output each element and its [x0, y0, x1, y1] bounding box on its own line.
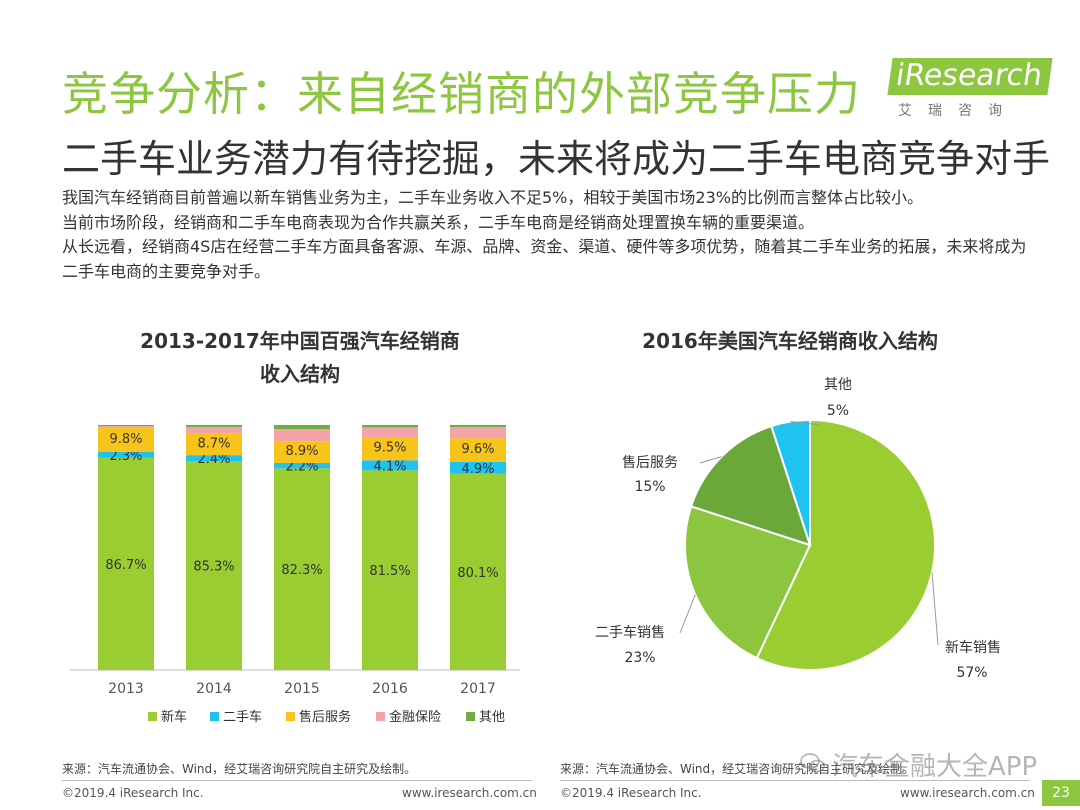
legend-label-2: 售后服务: [299, 709, 351, 725]
legend-label-3: 金融保险: [389, 709, 441, 725]
body-paragraph-1: 我国汽车经销商目前普遍以新车销售业务为主，二手车业务收入不足5%，相较于美国市场…: [62, 188, 923, 207]
footer-copyright-right: ©2019.4 iResearch Inc.: [560, 786, 702, 800]
pie-leader-0: [931, 572, 939, 646]
pie-slice-1: [684, 505, 812, 660]
bar-segment-2013-3: [98, 426, 154, 428]
pie-label-value-2: 15%: [634, 479, 665, 495]
pie-leader-1: [679, 594, 696, 634]
iresearch-logo: iResearch 艾瑞咨询: [887, 58, 1053, 122]
legend-swatch-1: [210, 712, 219, 721]
bar-segment-2016-4: [362, 425, 418, 428]
logo-brand-text: iResearch: [887, 58, 1053, 95]
bar-segment-2015-3: [274, 429, 330, 442]
pie-chart-title: 2016年美国汽车经销商收入结构: [642, 329, 938, 353]
x-tick-label-2017: 2017: [460, 681, 496, 697]
bar-data-label-2016-0: 81.5%: [369, 564, 410, 579]
source-right: 来源：汽车流通协会、Wind，经艾瑞咨询研究院自主研究及绘制。: [560, 762, 915, 776]
bar-data-label-2014-1: 2.4%: [197, 452, 230, 467]
bar-segment-2014-1: [186, 455, 242, 462]
logo-chinese-text: 艾瑞咨询: [898, 103, 1018, 119]
bar-segment-2016-0: [362, 470, 418, 670]
bar-data-label-2013-2: 9.8%: [109, 432, 142, 447]
wechat-icon: [800, 753, 825, 773]
bar-data-label-2014-0: 85.3%: [193, 560, 234, 575]
bar-segment-2013-2: [98, 427, 154, 452]
bar-segment-2015-1: [274, 462, 330, 469]
pie-chart: 新车销售 57% 二手车销售 23% 售后服务 15% 其他 5%: [595, 377, 1001, 681]
bar-segment-2013-1: [98, 451, 154, 458]
bar-segment-2017-1: [450, 461, 506, 474]
body-paragraph-3: 从长远看，经销商4S店在经营二手车方面具备客源、车源、品牌、资金、渠道、硬件等多…: [62, 237, 1027, 281]
pie-label-name-1: 二手车销售: [595, 624, 665, 641]
legend-swatch-2: [286, 712, 295, 721]
footer-copyright-left: ©2019.4 iResearch Inc.: [62, 786, 204, 800]
legend-label-4: 其他: [479, 710, 505, 725]
bar-data-label-2013-0: 86.7%: [105, 558, 146, 573]
bar-segment-2013-0: [98, 457, 154, 670]
footer-url-left: www.iresearch.com.cn: [402, 786, 537, 800]
bar-chart-title-line2: 收入结构: [260, 362, 340, 386]
x-tick-label-2014: 2014: [196, 681, 232, 697]
pie-leader-3: [790, 421, 821, 426]
bar-segment-2014-0: [186, 461, 242, 670]
bar-segment-2013-4: [98, 425, 154, 427]
body-paragraph-2: 当前市场阶段，经销商和二手车电商表现为合作共赢关系，二手车电商是经销商处理置换车…: [62, 212, 815, 232]
bar-chart-title: 2013-2017年中国百强汽车经销商 收入结构: [90, 325, 510, 391]
bar-segment-2017-2: [450, 438, 506, 462]
pie-slice-0: [755, 418, 936, 671]
footer-url-right: www.iresearch.com.cn: [900, 786, 1035, 800]
bar-segment-2017-0: [450, 473, 506, 670]
bar-segment-2014-2: [186, 433, 242, 456]
bar-data-label-2015-1: 2.2%: [285, 460, 318, 475]
x-tick-label-2013: 2013: [108, 681, 144, 697]
legend-swatch-3: [376, 712, 385, 721]
bar-data-label-2015-0: 82.3%: [281, 563, 322, 578]
source-left: 来源：汽车流通协会、Wind，经艾瑞咨询研究院自主研究及绘制。: [62, 762, 417, 776]
bar-segment-2015-0: [274, 468, 330, 670]
bar-segment-2015-2: [274, 441, 330, 463]
body-text: 我国汽车经销商目前普遍以新车销售业务为主，二手车业务收入不足5%，相较于美国市场…: [62, 186, 1042, 284]
pie-label-value-1: 23%: [624, 650, 655, 666]
page-number: 23: [1042, 780, 1080, 806]
footer-divider-left: [62, 780, 532, 781]
stacked-bar-chart: 86.7% 2.3% 9.8% 2013 85.3% 2.4%8.7% 2014 82.3% 2…: [70, 425, 520, 725]
x-tick-label-2016: 2016: [372, 681, 408, 697]
pie-label-value-3: 5%: [827, 403, 849, 419]
bar-chart-title-line1: 2013-2017年中国百强汽车经销商: [140, 329, 460, 353]
legend-swatch-4: [466, 712, 475, 721]
bar-segment-2015-4: [274, 425, 330, 430]
x-tick-label-2015: 2015: [284, 681, 320, 697]
bar-segment-2016-3: [362, 427, 418, 438]
bar-data-label-2016-1: 4.1%: [373, 459, 406, 474]
footer-divider-right: [560, 780, 1030, 781]
page-subtitle: 二手车业务潜力有待挖掘，未来将成为二手车电商竞争对手: [62, 137, 1051, 181]
watermark-text: 汽车金融大全APP: [832, 752, 1038, 782]
bar-data-label-2015-2: 8.9%: [285, 444, 318, 459]
bar-data-label-2017-0: 80.1%: [457, 566, 498, 581]
legend-label-1: 二手车: [223, 709, 262, 725]
bar-segment-2014-4: [186, 425, 242, 427]
legend-swatch-0: [148, 712, 157, 721]
bar-segment-2016-2: [362, 437, 418, 461]
pie-label-name-3: 其他: [824, 377, 852, 393]
bar-segment-2014-3: [186, 426, 242, 434]
pie-label-name-0: 新车销售: [945, 639, 1001, 656]
page-title: 竞争分析：来自经销商的外部竞争压力: [62, 67, 861, 121]
bar-data-label-2016-2: 9.5%: [373, 441, 406, 456]
bar-data-label-2017-2: 9.6%: [461, 442, 494, 457]
pie-leader-2: [699, 456, 722, 464]
pie-label-value-0: 57%: [956, 665, 987, 681]
bar-data-label-2014-2: 8.7%: [197, 436, 230, 451]
bar-segment-2016-1: [362, 460, 418, 471]
bar-data-label-2017-1: 4.9%: [461, 462, 494, 477]
pie-label-name-2: 售后服务: [622, 455, 678, 471]
bar-segment-2017-3: [450, 427, 506, 439]
bar-data-label-2013-1: 2.3%: [109, 449, 142, 464]
bar-segment-2017-4: [450, 425, 506, 428]
legend-label-0: 新车: [161, 709, 187, 725]
